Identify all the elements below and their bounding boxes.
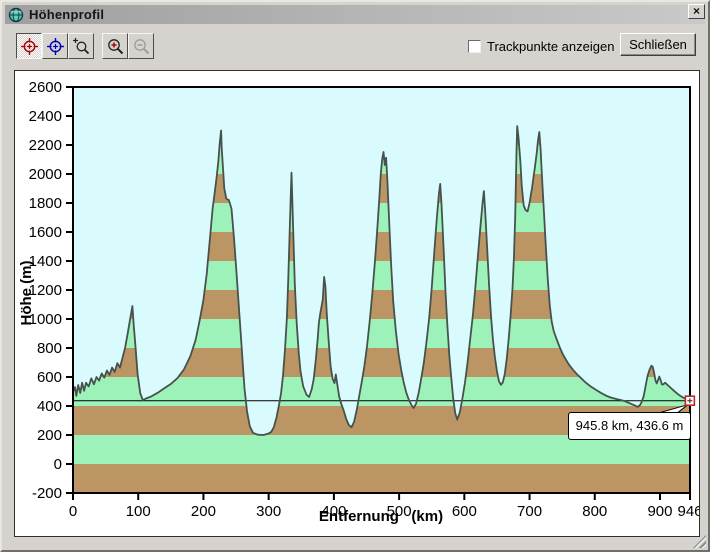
svg-text:0: 0 (69, 503, 77, 520)
svg-text:2600: 2600 (29, 79, 62, 96)
elevation-profile-plot[interactable]: -200020040060080010001200140016001800200… (15, 71, 699, 536)
svg-text:946: 946 (677, 503, 699, 520)
svg-text:1800: 1800 (29, 195, 62, 212)
svg-text:200: 200 (37, 427, 62, 444)
svg-text:100: 100 (126, 503, 151, 520)
svg-text:300: 300 (256, 503, 281, 520)
svg-text:2000: 2000 (29, 166, 62, 183)
svg-text:1000: 1000 (29, 311, 62, 328)
zoom-in-magnifier-icon (107, 38, 123, 54)
zoom-out-magnifier-icon (133, 38, 149, 54)
tool-zoom-in-button[interactable] (102, 33, 128, 59)
svg-text:700: 700 (517, 503, 542, 520)
schliessen-button[interactable]: Schließen (620, 33, 696, 56)
svg-text:0: 0 (54, 456, 62, 473)
window-title: Höhenprofil (29, 7, 105, 22)
svg-text:1600: 1600 (29, 224, 62, 241)
svg-text:1400: 1400 (29, 253, 62, 270)
svg-text:1200: 1200 (29, 282, 62, 299)
svg-text:800: 800 (582, 503, 607, 520)
cursor-tooltip: 945.8 km, 436.6 m (568, 412, 691, 440)
svg-text:600: 600 (37, 369, 62, 386)
svg-text:500: 500 (387, 503, 412, 520)
zoom-selection-magnifier-icon (72, 37, 89, 54)
svg-text:-200: -200 (32, 485, 62, 502)
svg-text:200: 200 (191, 503, 216, 520)
close-window-button[interactable]: × (688, 4, 705, 19)
trackpoints-checkbox[interactable] (468, 40, 481, 53)
trackpoints-checkbox-label: Trackpunkte anzeigen (487, 39, 615, 54)
x-axis-title: Entfernung (km) (318, 508, 444, 525)
cursor-marker (684, 395, 696, 406)
svg-text:2200: 2200 (29, 137, 62, 154)
tool-cursor-red-button[interactable] (16, 33, 42, 59)
svg-text:400: 400 (321, 503, 346, 520)
tool-cursor-blue-button[interactable] (42, 33, 68, 59)
app-globe-icon (8, 7, 24, 22)
svg-text:900: 900 (647, 503, 672, 520)
red-crosshair-target-icon (20, 37, 38, 55)
svg-text:400: 400 (37, 398, 62, 415)
title-bar[interactable]: Höhenprofil (5, 5, 705, 24)
blue-crosshair-target-icon (46, 37, 64, 55)
tool-zoom-select-button[interactable] (68, 33, 94, 59)
svg-text:600: 600 (452, 503, 477, 520)
y-axis-title: Höhe (m) (18, 260, 35, 326)
svg-text:2400: 2400 (29, 108, 62, 125)
tool-zoom-out-button[interactable] (128, 33, 154, 59)
chart-panel[interactable]: -200 0 200 400 600 800 1000 1200 1400 1600 1800 200… (14, 70, 700, 537)
close-icon: × (692, 4, 700, 18)
svg-text:800: 800 (37, 340, 62, 357)
trackpoints-row: Trackpunkte anzeigen (468, 39, 614, 54)
